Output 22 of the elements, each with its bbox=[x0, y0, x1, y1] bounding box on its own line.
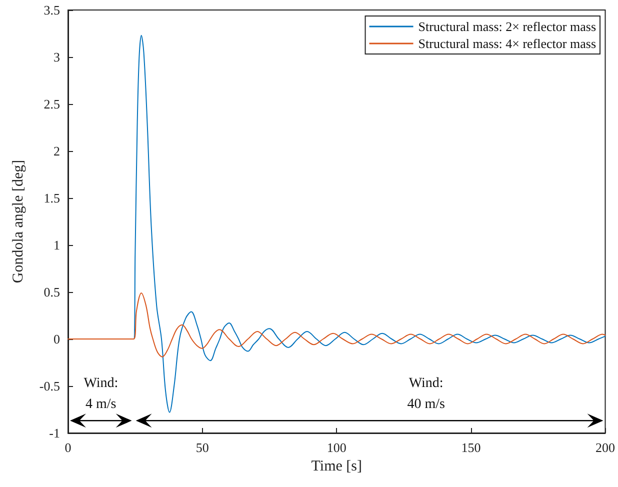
x-tick-label: 100 bbox=[326, 440, 346, 455]
y-tick-label: 1.5 bbox=[44, 190, 60, 206]
annotation: Wind: 4 m/s bbox=[84, 376, 118, 412]
x-tick-label: 150 bbox=[461, 440, 481, 455]
y-axis-title: Gondola angle [deg] bbox=[10, 160, 26, 284]
legend-label: Structural mass: 4× reflector mass bbox=[418, 36, 596, 51]
legend-label: Structural mass: 2× reflector mass bbox=[418, 19, 596, 34]
x-tick-label: 200 bbox=[596, 440, 615, 455]
annotation: Wind: 40 m/s bbox=[407, 376, 445, 412]
y-tick-label: 0 bbox=[54, 332, 60, 346]
x-axis-title: Time [s] bbox=[311, 458, 362, 474]
y-tick-label: 0.5 bbox=[44, 284, 60, 300]
y-tick-label: -1 bbox=[49, 426, 60, 440]
line-series bbox=[68, 292, 606, 358]
y-tick-label: 3 bbox=[54, 50, 60, 64]
y-tick-label: 3.5 bbox=[44, 2, 60, 18]
x-tick-label: 50 bbox=[196, 440, 209, 455]
y-tick-label: 2 bbox=[54, 144, 60, 158]
y-tick-label: -0.5 bbox=[39, 378, 60, 394]
y-tick-label: 2.5 bbox=[44, 96, 60, 112]
x-tick-label: 0 bbox=[64, 440, 72, 455]
y-tick-label: 1 bbox=[54, 238, 60, 252]
